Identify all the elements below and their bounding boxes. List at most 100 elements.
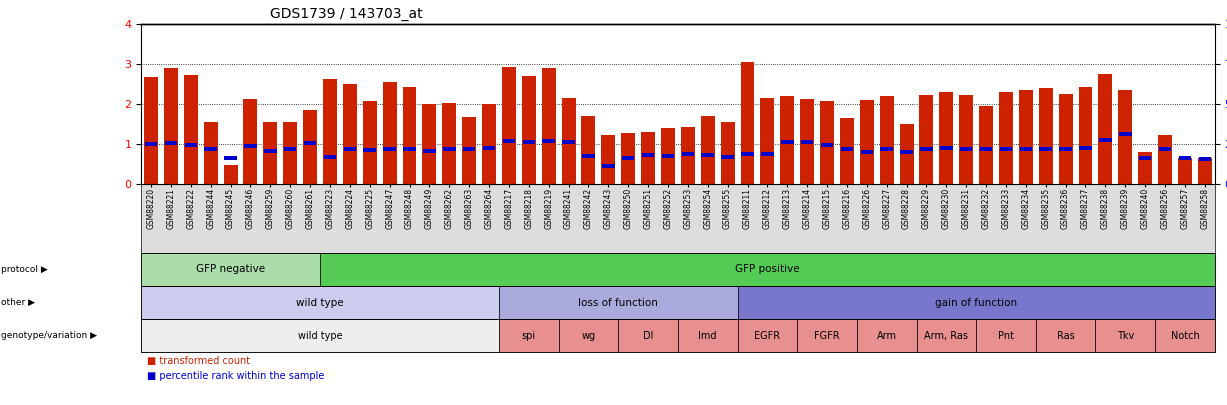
Bar <box>1099 138 1112 142</box>
Bar <box>840 147 853 151</box>
Text: GFP negative: GFP negative <box>196 264 265 274</box>
Bar <box>463 117 476 184</box>
Bar <box>780 96 794 184</box>
Text: genotype/variation ▶: genotype/variation ▶ <box>1 331 97 340</box>
Text: GDS1739 / 143703_at: GDS1739 / 143703_at <box>270 7 422 21</box>
Bar <box>1079 87 1092 184</box>
Text: EGFR: EGFR <box>755 331 780 341</box>
Bar <box>323 79 337 184</box>
Bar <box>503 139 515 143</box>
Bar <box>423 149 436 153</box>
Bar <box>741 62 755 184</box>
Bar <box>422 104 437 184</box>
Bar <box>482 104 496 184</box>
Bar <box>205 147 217 151</box>
Bar <box>1039 147 1052 151</box>
Bar <box>1080 146 1092 150</box>
Text: spi: spi <box>521 331 536 341</box>
Bar <box>919 95 934 184</box>
Bar <box>622 156 634 160</box>
Bar <box>404 147 416 151</box>
Bar <box>344 147 356 151</box>
Text: protocol ▶: protocol ▶ <box>1 265 48 274</box>
Bar <box>145 142 157 146</box>
Text: Pnt: Pnt <box>998 331 1014 341</box>
Bar <box>383 82 396 184</box>
Text: Arm, Ras: Arm, Ras <box>924 331 968 341</box>
Bar <box>582 154 595 158</box>
Bar <box>702 153 714 157</box>
Bar <box>443 147 455 151</box>
Bar <box>801 140 814 144</box>
Bar <box>920 147 933 151</box>
Bar <box>244 144 256 148</box>
Bar <box>661 154 675 158</box>
Bar <box>701 116 714 184</box>
Bar <box>502 67 515 184</box>
Bar <box>463 147 475 151</box>
Bar <box>642 153 654 157</box>
Bar <box>601 135 615 184</box>
Bar <box>880 96 893 184</box>
Bar <box>860 150 874 154</box>
Bar <box>1118 90 1133 184</box>
Text: Imd: Imd <box>698 331 717 341</box>
Bar <box>1139 152 1152 184</box>
Bar <box>940 92 953 184</box>
Bar <box>304 141 317 145</box>
Bar <box>820 101 834 184</box>
Bar <box>901 150 913 154</box>
Bar <box>1000 147 1012 151</box>
Bar <box>881 147 893 151</box>
Bar <box>1059 94 1072 184</box>
Bar <box>442 103 456 184</box>
Bar <box>979 106 993 184</box>
Bar <box>363 101 377 184</box>
Text: ■ transformed count: ■ transformed count <box>147 356 250 367</box>
Text: gain of function: gain of function <box>935 298 1017 307</box>
Text: Notch: Notch <box>1171 331 1199 341</box>
Bar <box>324 155 336 158</box>
Bar <box>184 75 198 184</box>
Bar <box>1119 132 1131 136</box>
Bar <box>1178 158 1191 184</box>
Bar <box>602 164 615 168</box>
Text: GFP positive: GFP positive <box>735 264 800 274</box>
Bar <box>562 98 575 184</box>
Text: wild type: wild type <box>298 331 342 341</box>
Text: Tkv: Tkv <box>1117 331 1134 341</box>
Text: wg: wg <box>582 331 595 341</box>
Bar <box>283 122 297 184</box>
Bar <box>264 149 276 153</box>
Bar <box>164 68 178 184</box>
Bar <box>621 133 636 184</box>
Bar <box>523 140 535 144</box>
Bar <box>721 155 734 158</box>
Bar <box>840 118 854 184</box>
Bar <box>264 122 277 184</box>
Bar <box>521 76 536 184</box>
Bar <box>243 99 258 184</box>
Bar <box>1039 88 1053 184</box>
Bar <box>542 139 555 143</box>
Bar <box>204 122 217 184</box>
Bar <box>363 148 375 152</box>
Bar <box>980 147 993 151</box>
Bar <box>860 100 874 184</box>
Bar <box>383 147 396 151</box>
Bar <box>303 110 317 184</box>
Bar <box>960 147 973 151</box>
Bar <box>1059 147 1072 151</box>
Text: loss of function: loss of function <box>578 298 658 307</box>
Bar <box>720 122 735 184</box>
Text: ■ percentile rank within the sample: ■ percentile rank within the sample <box>147 371 325 381</box>
Bar <box>1199 157 1211 161</box>
Bar <box>1158 135 1172 184</box>
Bar <box>1158 147 1172 151</box>
Bar <box>960 95 973 184</box>
Bar <box>225 156 237 160</box>
Bar <box>1179 156 1191 160</box>
Bar <box>999 92 1014 184</box>
Bar <box>223 165 238 184</box>
Text: wild type: wild type <box>296 298 344 307</box>
